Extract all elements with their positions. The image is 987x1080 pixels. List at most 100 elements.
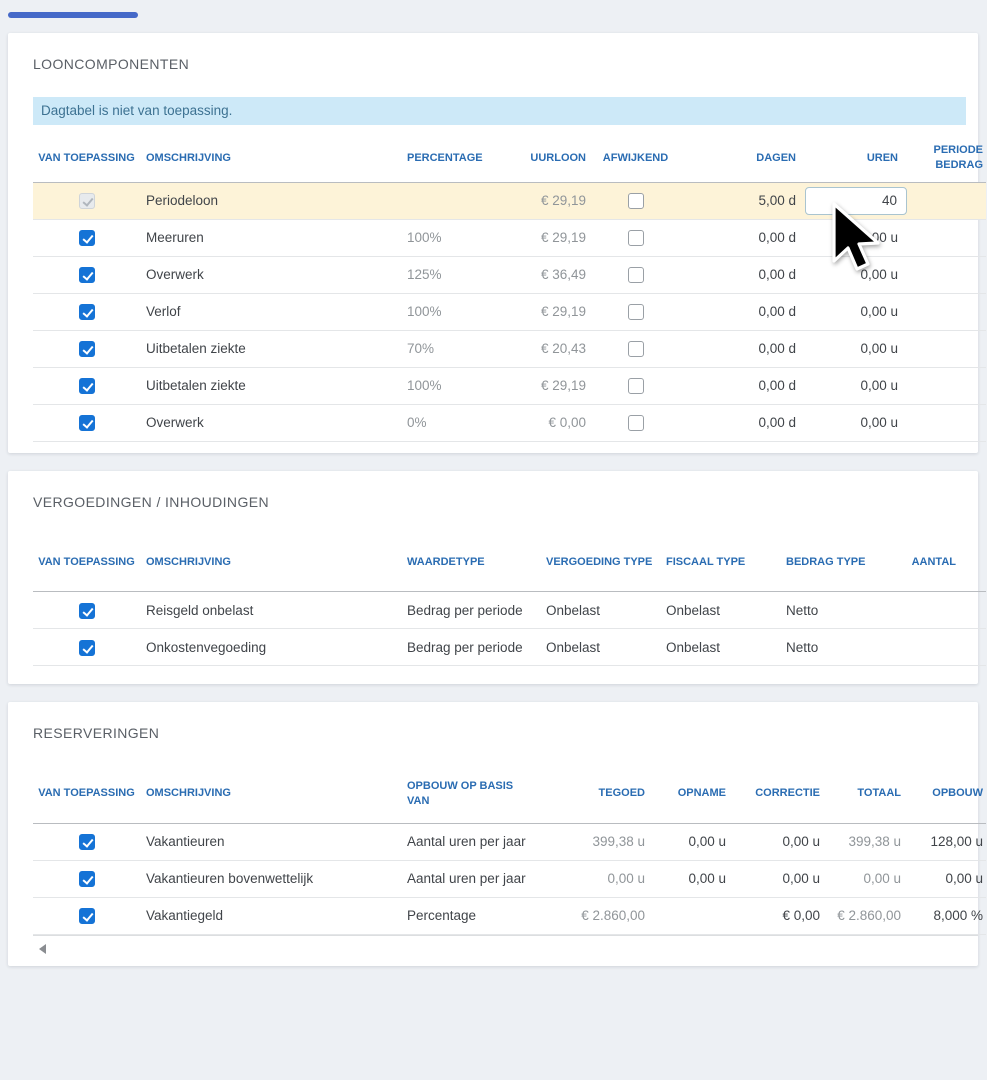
percentage-cell: 0%: [398, 404, 498, 441]
van-toepassing-checkbox[interactable]: [79, 230, 95, 246]
col-tegoed: TEGOED: [538, 765, 648, 823]
dagen-cell: 0,00 d: [683, 256, 798, 293]
afwijkend-checkbox[interactable]: [628, 415, 644, 431]
omschrijving-cell: Vakantiegeld: [140, 897, 398, 934]
col-van-toepassing: VAN TOEPASSING: [33, 534, 140, 592]
progress-bar: [8, 12, 138, 18]
horizontal-scrollbar[interactable]: [33, 935, 978, 962]
van-toepassing-checkbox[interactable]: [79, 908, 95, 924]
table-row-onkostenvegoeding: Onkostenvegoeding Bedrag per periode Onb…: [33, 629, 986, 666]
col-bedrag-type: BEDRAG TYPE: [778, 534, 898, 592]
uren-input[interactable]: [805, 187, 907, 215]
omschrijving-cell: Uitbetalen ziekte: [140, 330, 398, 367]
omschrijving-cell: Vakantieuren: [140, 823, 398, 860]
col-waardetype: WAARDETYPE: [398, 534, 536, 592]
aantal-cell: [898, 629, 986, 666]
opbouw-basis-cell: Percentage: [398, 897, 538, 934]
van-toepassing-checkbox[interactable]: [79, 640, 95, 656]
periode-bedrag-cell: [908, 367, 986, 404]
col-van-toepassing: VAN TOEPASSING: [33, 135, 140, 182]
afwijkend-checkbox[interactable]: [628, 304, 644, 320]
tegoed-cell: 399,38 u: [538, 823, 648, 860]
van-toepassing-checkbox[interactable]: [79, 415, 95, 431]
dagen-cell: 0,00 d: [683, 330, 798, 367]
uurloon-cell: € 20,43: [498, 330, 588, 367]
opbouw-basis-cell: Aantal uren per jaar: [398, 823, 538, 860]
col-dagen: DAGEN: [683, 135, 798, 182]
van-toepassing-checkbox-disabled: [79, 193, 95, 209]
van-toepassing-checkbox[interactable]: [79, 871, 95, 887]
uren-cell: 0,00 u: [798, 367, 908, 404]
bedrag-type-cell: Netto: [778, 592, 898, 629]
periode-bedrag-cell: [908, 219, 986, 256]
col-opbouw: OPBOUW: [905, 765, 986, 823]
col-fiscaal-type: FISCAAL TYPE: [658, 534, 778, 592]
table-row-uitbetalen-ziekte-70: Uitbetalen ziekte 70% € 20,43 0,00 d 0,0…: [33, 330, 986, 367]
afwijkend-checkbox[interactable]: [628, 341, 644, 357]
van-toepassing-checkbox[interactable]: [79, 834, 95, 850]
table-row-uitbetalen-ziekte-100: Uitbetalen ziekte 100% € 29,19 0,00 d 0,…: [33, 367, 986, 404]
col-totaal: TOTAAL: [823, 765, 905, 823]
table-row-reisgeld: Reisgeld onbelast Bedrag per periode Onb…: [33, 592, 986, 629]
col-omschrijving: OMSCHRIJVING: [140, 135, 398, 182]
percentage-cell: [398, 182, 498, 219]
correctie-cell: 0,00 u: [730, 860, 823, 897]
omschrijving-cell: Reisgeld onbelast: [140, 592, 398, 629]
afwijkend-checkbox[interactable]: [628, 230, 644, 246]
uurloon-cell: € 29,19: [498, 182, 588, 219]
col-uren: UREN: [798, 135, 908, 182]
vergoeding-type-cell: Onbelast: [536, 629, 658, 666]
periode-bedrag-cell: [908, 256, 986, 293]
afwijkend-checkbox[interactable]: [628, 378, 644, 394]
col-aantal: AANTAL: [898, 534, 986, 592]
periode-bedrag-cell: [908, 293, 986, 330]
percentage-cell: 100%: [398, 219, 498, 256]
totaal-cell: 0,00 u: [823, 860, 905, 897]
vergoedingen-card: VERGOEDINGEN / INHOUDINGEN VAN TOEPASSIN…: [8, 471, 978, 685]
omschrijving-cell: Overwerk: [140, 404, 398, 441]
uren-cell: 0,00 u: [798, 330, 908, 367]
waardetype-cell: Bedrag per periode: [398, 592, 536, 629]
col-afwijkend: AFWIJKEND: [588, 135, 683, 182]
col-percentage: PERCENTAGE: [398, 135, 498, 182]
info-banner: Dagtabel is niet van toepassing.: [33, 97, 966, 125]
opname-cell: 0,00 u: [648, 860, 730, 897]
uurloon-cell: € 0,00: [498, 404, 588, 441]
opname-cell: [648, 897, 730, 934]
totaal-cell: € 2.860,00: [823, 897, 905, 934]
tegoed-cell: 0,00 u: [538, 860, 648, 897]
van-toepassing-checkbox[interactable]: [79, 304, 95, 320]
reserveringen-table: VAN TOEPASSING OMSCHRIJVING OPBOUW OP BA…: [33, 765, 986, 935]
bedrag-type-cell: Netto: [778, 629, 898, 666]
omschrijving-cell: Verlof: [140, 293, 398, 330]
uren-cell: 0,00 u: [798, 293, 908, 330]
table-row-vakantieuren-bovenwettelijk: Vakantieuren bovenwettelijk Aantal uren …: [33, 860, 986, 897]
periode-bedrag-cell: [908, 182, 986, 219]
van-toepassing-checkbox[interactable]: [79, 378, 95, 394]
percentage-cell: 125%: [398, 256, 498, 293]
looncomponenten-header-row: VAN TOEPASSING OMSCHRIJVING PERCENTAGE U…: [33, 135, 986, 182]
afwijkend-checkbox[interactable]: [628, 267, 644, 283]
opname-cell: 0,00 u: [648, 823, 730, 860]
van-toepassing-checkbox[interactable]: [79, 341, 95, 357]
page-content: LOONCOMPONENTEN Dagtabel is niet van toe…: [0, 0, 987, 966]
dagen-cell: 0,00 d: [683, 293, 798, 330]
van-toepassing-checkbox[interactable]: [79, 603, 95, 619]
periode-bedrag-cell: [908, 404, 986, 441]
info-banner-text: Dagtabel is niet van toepassing.: [41, 103, 232, 118]
col-uurloon: UURLOON: [498, 135, 588, 182]
col-omschrijving: OMSCHRIJVING: [140, 534, 398, 592]
scroll-left-icon[interactable]: [39, 944, 46, 954]
col-opname: OPNAME: [648, 765, 730, 823]
reserveringen-card: RESERVERINGEN VAN TOEPASSING OMSCHRIJVIN…: [8, 702, 978, 966]
omschrijving-cell: Overwerk: [140, 256, 398, 293]
percentage-cell: 70%: [398, 330, 498, 367]
opbouw-basis-cell: Aantal uren per jaar: [398, 860, 538, 897]
opbouw-cell: 128,00 u: [905, 823, 986, 860]
uurloon-cell: € 36,49: [498, 256, 588, 293]
dagen-cell: 0,00 d: [683, 404, 798, 441]
percentage-cell: 100%: [398, 293, 498, 330]
van-toepassing-checkbox[interactable]: [79, 267, 95, 283]
opbouw-cell: 0,00 u: [905, 860, 986, 897]
afwijkend-checkbox[interactable]: [628, 193, 644, 209]
